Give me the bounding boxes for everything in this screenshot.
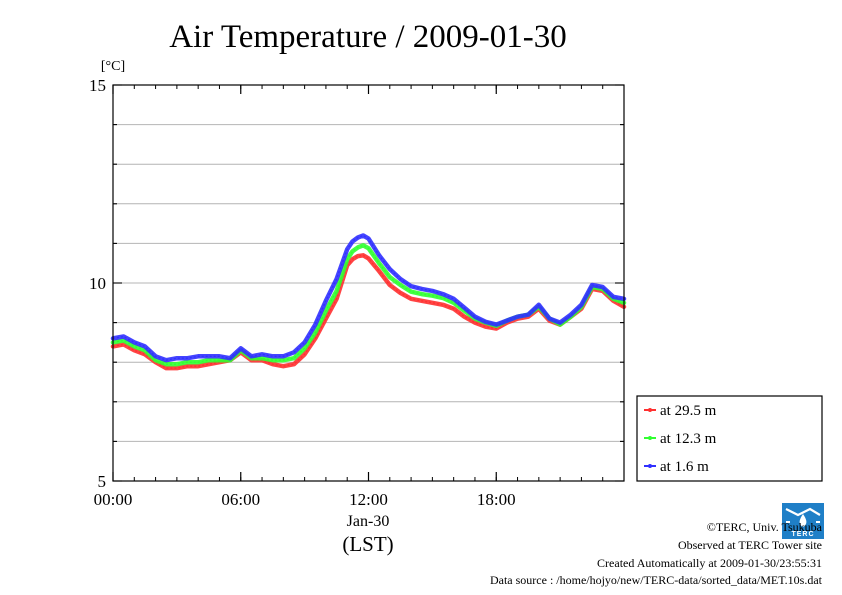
copyright-text: ©TERC, Univ. Tsukuba (707, 520, 823, 534)
chart-title: Air Temperature / 2009-01-30 (169, 19, 567, 55)
series-line-0 (110, 253, 627, 371)
series-line-1 (110, 243, 627, 367)
data-source-text: Data source : /home/hojyo/new/TERC-data/… (490, 573, 823, 587)
legend-marker (648, 408, 652, 412)
legend-label: at 1.6 m (660, 459, 709, 475)
legend-marker (648, 436, 652, 440)
x-tick-label: 18:00 (477, 490, 516, 509)
series-layer (110, 233, 627, 371)
series-line-texture-0 (112, 254, 625, 369)
legend-marker (648, 464, 652, 468)
y-axis-unit: [°C] (101, 59, 125, 74)
legend-box (636, 395, 823, 482)
legend-label: at 29.5 m (660, 403, 717, 419)
series-line-texture-2 (112, 234, 625, 361)
observed-text: Observed at TERC Tower site (678, 538, 822, 552)
grid-lines (113, 124, 624, 442)
y-tick-label: 15 (89, 76, 106, 95)
terc-logo: TERC (782, 503, 824, 539)
axis-ticks: 00:00 06:00 12:00 18:00 5 10 15 (89, 76, 625, 509)
y-tick-label: 10 (89, 274, 106, 293)
x-tick-label: 00:00 (94, 490, 133, 509)
logo-text: TERC (791, 531, 814, 538)
series-line-2 (110, 233, 627, 363)
x-timezone-label: (LST) (342, 532, 393, 556)
x-tick-label: 12:00 (349, 490, 388, 509)
y-tick-label: 5 (98, 472, 107, 491)
x-date-label: Jan-30 (347, 513, 390, 530)
legend: at 29.5 m at 12.3 m at 1.6 m (636, 395, 823, 482)
series-line-texture-1 (112, 244, 625, 365)
created-text: Created Automatically at 2009-01-30/23:5… (597, 556, 822, 570)
droplet-icon (799, 514, 807, 527)
x-tick-label: 06:00 (221, 490, 260, 509)
legend-label: at 12.3 m (660, 431, 717, 447)
